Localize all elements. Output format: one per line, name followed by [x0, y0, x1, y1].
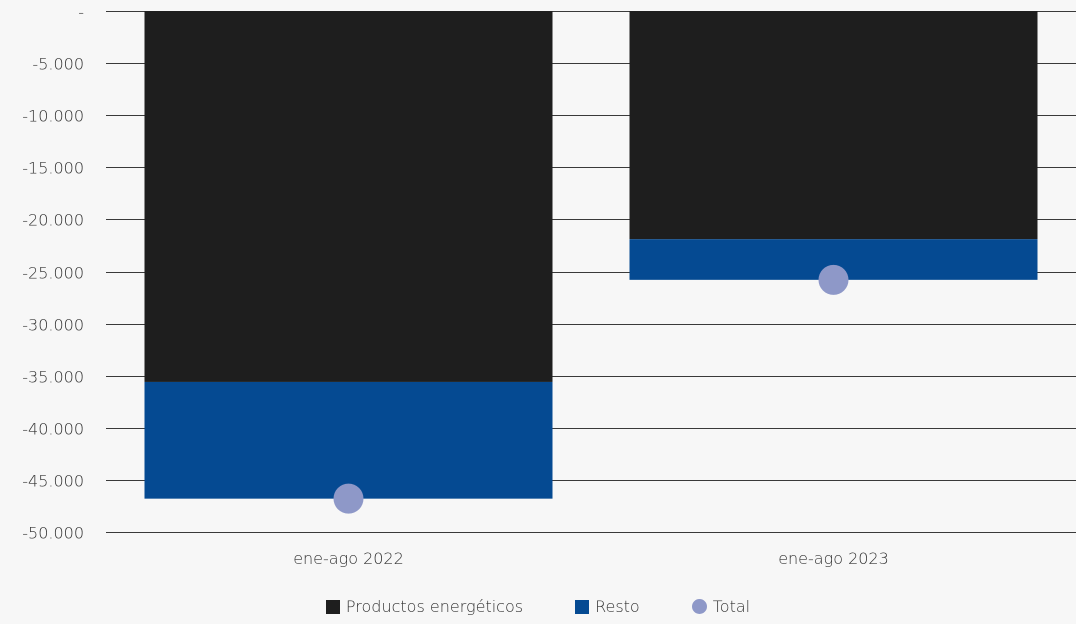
legend-swatch-total	[691, 599, 707, 614]
y-tick-label: -35.000	[22, 368, 84, 387]
y-tick-label: -50.000	[22, 524, 84, 543]
legend-label-resto: Resto	[595, 597, 640, 616]
bar-resto	[144, 381, 553, 499]
legend-item-total: Total	[691, 597, 751, 616]
y-tick-label: -15.000	[22, 159, 84, 178]
y-tick-label: -	[78, 3, 84, 22]
legend-swatch-productos-energeticos	[325, 599, 340, 614]
bar-productos-energ-ticos	[629, 11, 1038, 240]
y-tick-label: -45.000	[22, 472, 84, 491]
y-tick-label: -25.000	[22, 264, 84, 283]
chart-plot-area: - -5.000 -10.000 -15.000 -20.000 -25.000 -30.0…	[22, 3, 1076, 568]
bar-productos-energ-ticos	[144, 11, 553, 382]
legend-label-productos-energeticos: Productos energéticos	[345, 597, 524, 616]
legend-item-productos-energeticos: Productos energéticos	[325, 597, 524, 616]
total-dot	[818, 264, 849, 295]
y-tick-label: -40.000	[22, 420, 84, 439]
legend-label-total: Total	[712, 597, 751, 616]
total-dot	[333, 483, 364, 514]
y-tick-label: -10.000	[22, 107, 84, 126]
legend: Productos energéticos Resto Total	[0, 597, 1076, 616]
y-tick-label: -20.000	[22, 211, 84, 230]
legend-item-resto: Resto	[575, 597, 640, 616]
x-category-label: ene-ago 2022	[293, 549, 404, 568]
legend-swatch-resto	[575, 599, 590, 614]
x-category-label: ene-ago 2023	[778, 549, 889, 568]
y-tick-label: -5.000	[32, 55, 84, 74]
y-tick-label: -30.000	[22, 316, 84, 335]
